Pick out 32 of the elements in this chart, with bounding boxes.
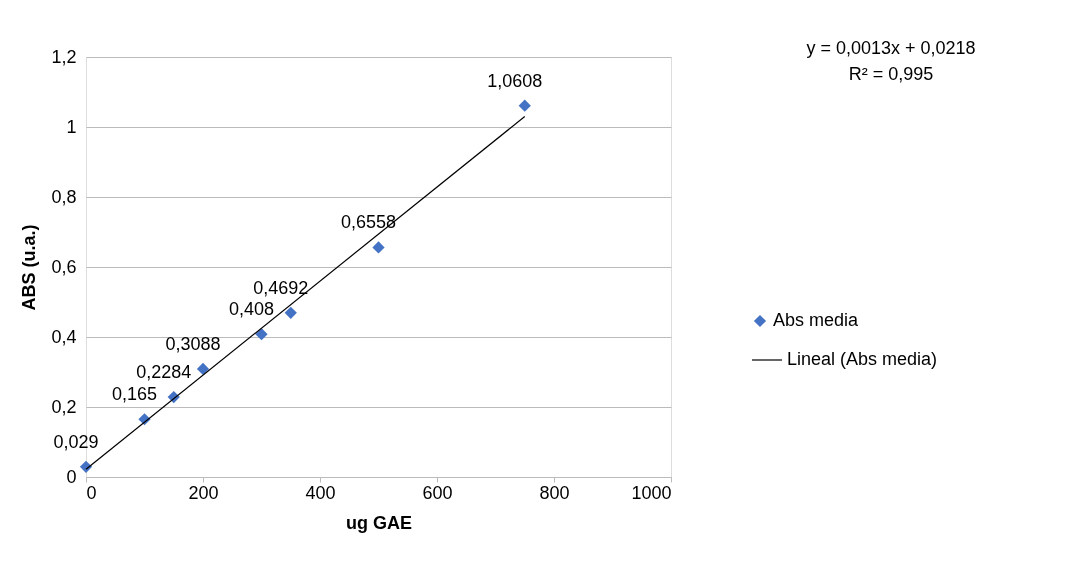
data-label: 0,3088 [165, 333, 221, 354]
y-tick-label: 0,4 [51, 326, 77, 347]
data-label: 1,0608 [487, 70, 543, 91]
point [518, 99, 531, 112]
data-label: 0,2284 [136, 362, 192, 383]
x-tick-label: 800 [539, 482, 570, 503]
y-tick-label: 0,6 [51, 256, 77, 277]
y-tick-label: 0,2 [51, 396, 77, 417]
x-tick-label: 200 [188, 482, 219, 503]
x-axis-title: ug GAE [346, 512, 412, 533]
data-label: 0,6558 [340, 212, 397, 233]
y-tick-label: 1 [66, 116, 77, 137]
point [196, 362, 210, 376]
y-axis-title: ABS (u.a.) [19, 224, 40, 311]
data-label: 0,029 [53, 431, 99, 452]
point [284, 306, 297, 319]
y-tick-label: 0,8 [51, 186, 77, 207]
x-tick-label: 600 [422, 482, 453, 503]
point [372, 241, 385, 254]
data-label: 0,4692 [253, 277, 309, 298]
y-tick-label: 0 [66, 466, 77, 487]
data-label: 0,408 [228, 299, 275, 320]
legend-label: Abs media [773, 310, 860, 330]
x-tick-label: 1000 [631, 482, 672, 503]
x-tick-label: 400 [305, 482, 336, 503]
x-tick-label: 0 [86, 482, 97, 503]
point [255, 328, 268, 341]
legend-label: Lineal (Abs media) [787, 349, 938, 369]
text: R² = 0,995 [848, 64, 934, 84]
data-label: 0,165 [111, 384, 158, 405]
text: y = 0,0013x + 0,0218 [806, 38, 976, 58]
y-tick-label: 1,2 [51, 46, 77, 67]
